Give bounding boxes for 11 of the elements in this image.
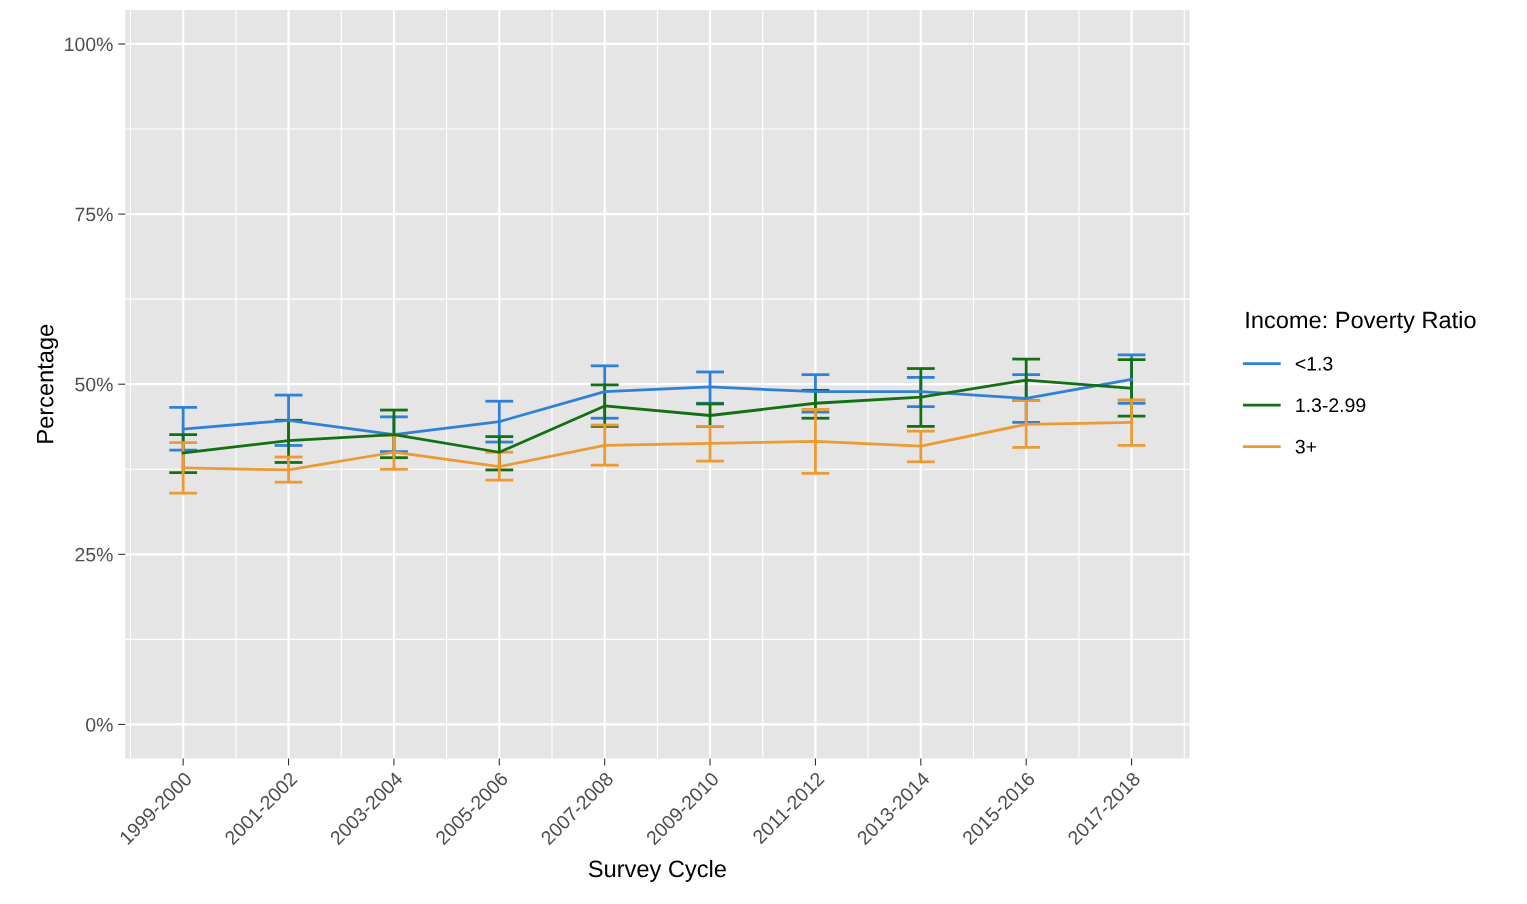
y-tick-label: 25% <box>75 547 113 562</box>
x-axis-title: Survey Cycle <box>588 859 726 882</box>
y-tick-label: 75% <box>75 207 113 222</box>
legend-label: 1.3-2.99 <box>1296 398 1366 413</box>
y-axis-title: Percentage <box>36 324 59 443</box>
legend-label: 3+ <box>1295 439 1317 454</box>
legend-label: <1.3 <box>1295 356 1333 371</box>
y-tick-label: 100% <box>65 37 113 52</box>
y-tick-label: 50% <box>75 377 113 392</box>
y-tick-label: 0% <box>86 717 113 732</box>
legend-title: Income: Poverty Ratio <box>1246 311 1476 334</box>
